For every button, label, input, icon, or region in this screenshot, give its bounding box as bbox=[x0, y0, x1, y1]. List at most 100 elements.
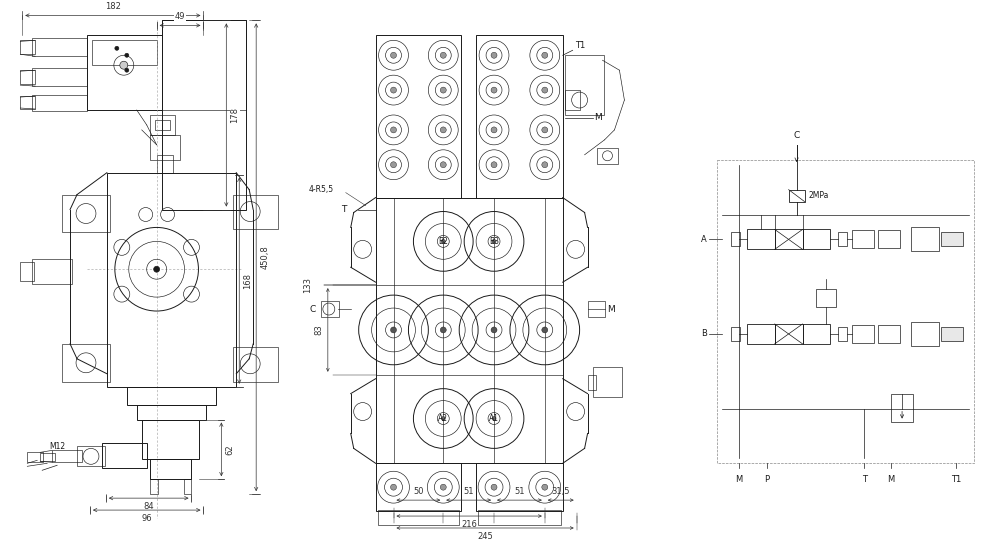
Circle shape bbox=[542, 484, 548, 490]
Bar bbox=[32, 39, 87, 56]
Text: 50: 50 bbox=[413, 487, 424, 496]
Text: 2MPa: 2MPa bbox=[809, 191, 829, 200]
Bar bbox=[20, 262, 34, 281]
Circle shape bbox=[441, 239, 445, 243]
Circle shape bbox=[542, 162, 548, 168]
Bar bbox=[717, 160, 974, 463]
Bar bbox=[376, 35, 461, 198]
Circle shape bbox=[115, 46, 119, 50]
Bar bbox=[162, 21, 246, 210]
Text: 450,8: 450,8 bbox=[260, 245, 269, 269]
Text: M: M bbox=[607, 305, 615, 313]
Circle shape bbox=[440, 327, 446, 333]
Bar bbox=[911, 228, 939, 251]
Text: 83: 83 bbox=[315, 325, 324, 336]
Circle shape bbox=[391, 327, 396, 333]
Circle shape bbox=[491, 87, 497, 93]
Circle shape bbox=[120, 61, 128, 69]
Text: T: T bbox=[862, 475, 867, 484]
Circle shape bbox=[491, 327, 497, 333]
Bar bbox=[588, 375, 596, 390]
Bar bbox=[878, 230, 900, 248]
Bar bbox=[478, 510, 561, 525]
Bar bbox=[588, 301, 605, 317]
Bar bbox=[376, 463, 461, 511]
Bar bbox=[20, 40, 35, 54]
Circle shape bbox=[491, 484, 497, 490]
Bar bbox=[150, 459, 191, 479]
Bar bbox=[142, 420, 199, 459]
Bar bbox=[233, 347, 278, 382]
Bar bbox=[321, 301, 339, 317]
Bar bbox=[77, 446, 105, 466]
Bar bbox=[852, 325, 874, 343]
Bar bbox=[941, 327, 963, 341]
Circle shape bbox=[542, 327, 548, 333]
Text: 49: 49 bbox=[175, 12, 185, 21]
Circle shape bbox=[391, 52, 396, 58]
Text: T1: T1 bbox=[575, 41, 585, 50]
Bar bbox=[376, 198, 563, 463]
Bar bbox=[911, 322, 939, 346]
Bar bbox=[62, 194, 110, 232]
Circle shape bbox=[440, 484, 446, 490]
Bar bbox=[184, 479, 191, 494]
Bar bbox=[378, 510, 459, 525]
Bar bbox=[838, 232, 847, 247]
Circle shape bbox=[440, 52, 446, 58]
Bar bbox=[62, 344, 110, 382]
Text: M: M bbox=[887, 475, 895, 484]
Circle shape bbox=[492, 416, 496, 420]
Circle shape bbox=[492, 239, 496, 243]
Circle shape bbox=[491, 52, 497, 58]
Text: T: T bbox=[341, 205, 346, 214]
Circle shape bbox=[440, 162, 446, 168]
Text: 84: 84 bbox=[143, 502, 154, 511]
Text: A1: A1 bbox=[489, 414, 499, 423]
Text: B: B bbox=[701, 330, 707, 338]
Circle shape bbox=[440, 127, 446, 133]
Bar bbox=[803, 324, 830, 344]
Bar bbox=[878, 325, 900, 343]
Bar bbox=[565, 55, 604, 115]
Text: M12: M12 bbox=[49, 442, 65, 451]
Bar bbox=[747, 230, 775, 249]
Bar bbox=[476, 463, 563, 511]
Bar bbox=[816, 289, 836, 307]
Bar bbox=[852, 230, 874, 248]
Text: 133: 133 bbox=[303, 277, 312, 293]
Text: 178: 178 bbox=[230, 107, 239, 123]
Bar bbox=[731, 327, 740, 341]
Text: 182: 182 bbox=[105, 3, 121, 11]
Bar bbox=[40, 453, 55, 462]
Circle shape bbox=[491, 127, 497, 133]
Text: 168: 168 bbox=[243, 273, 252, 289]
Circle shape bbox=[441, 416, 445, 420]
Circle shape bbox=[542, 127, 548, 133]
Bar bbox=[52, 450, 82, 462]
Bar bbox=[789, 190, 805, 201]
Circle shape bbox=[391, 87, 396, 93]
Text: 4-R5,5: 4-R5,5 bbox=[309, 185, 334, 194]
Bar bbox=[150, 479, 158, 494]
Bar bbox=[87, 35, 162, 110]
Text: 216: 216 bbox=[461, 520, 477, 529]
Text: A: A bbox=[701, 235, 707, 244]
Bar bbox=[20, 70, 35, 84]
Circle shape bbox=[491, 162, 497, 168]
Bar bbox=[593, 367, 622, 396]
Text: M: M bbox=[735, 475, 742, 484]
Bar bbox=[941, 232, 963, 247]
Text: B3: B3 bbox=[489, 237, 499, 246]
Text: T1: T1 bbox=[951, 475, 961, 484]
Bar bbox=[838, 327, 847, 341]
Bar bbox=[157, 155, 173, 173]
Circle shape bbox=[542, 87, 548, 93]
Bar bbox=[775, 324, 803, 344]
Circle shape bbox=[125, 53, 129, 57]
Text: P: P bbox=[764, 475, 769, 484]
Bar bbox=[162, 21, 246, 110]
Bar bbox=[891, 394, 913, 421]
Text: 96: 96 bbox=[141, 514, 152, 523]
Text: C: C bbox=[310, 305, 316, 313]
